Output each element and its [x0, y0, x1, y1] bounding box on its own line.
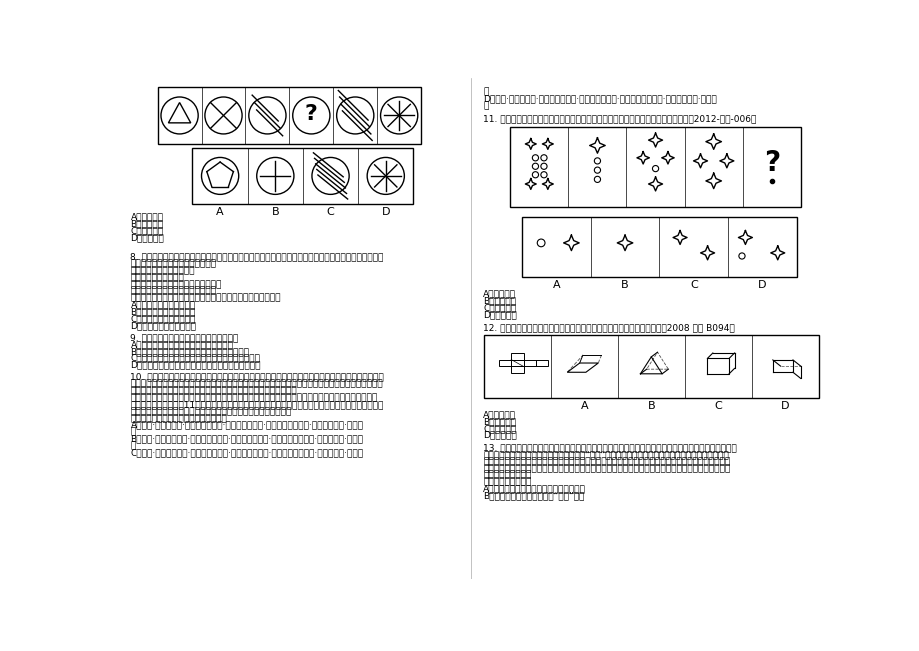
Text: 10. 公寓楼共有三层，每层仅一套公寓。最先搞进来的沃伦夫妇住进了顶层，莫顿夫妇和刘易斯夫妇则分: 10. 公寓楼共有三层，每层仅一套公寓。最先搞进来的沃伦夫妇住进了顶层，莫顿夫妇… [130, 372, 384, 381]
Text: A: A [580, 401, 587, 411]
Bar [511, 367, 523, 374]
Bar [523, 359, 536, 367]
Text: C、如图所示: C、如图所示 [130, 226, 164, 235]
Bar [511, 353, 523, 359]
Text: ?: ? [763, 149, 779, 177]
Text: D、如图所示: D、如图所示 [482, 310, 516, 319]
Bar [157, 87, 421, 145]
Text: B、如图所示: B、如图所示 [482, 296, 516, 305]
Text: B、古人一般一日两餐，早饭叫朝食，晚饭叫馒食: B、古人一般一日两餐，早饭叫朝食，晚饭叫馒食 [130, 347, 249, 356]
Text: 歌迷们认识和了解。: 歌迷们认识和了解。 [482, 471, 531, 480]
Text: 日礼物是谁准备的四人有如下说法：: 日礼物是谁准备的四人有如下说法： [130, 259, 216, 268]
Text: A、唱片和专辑对于年轻歌迷来说非常陌生: A、唱片和专辑对于年轻歌迷来说非常陌生 [482, 485, 585, 493]
Text: 这段文字主要介绍：: 这段文字主要介绍： [482, 478, 531, 487]
Text: D、如图所示: D、如图所示 [482, 431, 516, 440]
Text: B: B [271, 207, 278, 217]
Bar [521, 217, 796, 277]
Text: 妇: 妇 [482, 87, 488, 96]
Text: 妈妈说：不是我准备的: 妈妈说：不是我准备的 [130, 273, 184, 282]
Text: 已知四人中有两人说的真话，两人说的是假话。由此可以推出：: 已知四人中有两人说的真话，两人说的是假话。由此可以推出： [130, 294, 280, 303]
Text: 13. 近年来，以经典重生为主线的怀旧音乐综艺攀堆竞相，让很多人在歌声中回忆往昔，也让部分年轻观: 13. 近年来，以经典重生为主线的怀旧音乐综艺攀堆竞相，让很多人在歌声中回忆往昔… [482, 443, 736, 452]
Text: B: B [620, 280, 629, 290]
Text: D: D [757, 280, 766, 290]
Text: B、怀旧音乐综艺进入听歌的“考古”岁月: B、怀旧音乐综艺进入听歌的“考古”岁月 [482, 492, 584, 501]
Text: B: B [647, 401, 654, 411]
Bar [511, 359, 523, 367]
Text: B、罗杰·沃伦和凯瑟琳·沃伦夫妇、帕西·刘易斯和多丽丝·刘易斯夫妇、吉姆·莫顿和诺玛·莫顿夫: B、罗杰·沃伦和凯瑟琳·沃伦夫妇、帕西·刘易斯和多丽丝·刘易斯夫妇、吉姆·莫顿和… [130, 435, 363, 443]
Text: C、古人很讲究座次，在室内以坐西向东的位置为最尊: C、古人很讲究座次，在室内以坐西向东的位置为最尊 [130, 353, 260, 363]
Text: 8. 某家有爸爸、妈妈、哥哥和妹妹四口人，一天家里突然出现了一份为奶奶准备的神秘生日礼物，对于生: 8. 某家有爸爸、妈妈、哥哥和妹妹四口人，一天家里突然出现了一份为奶奶准备的神秘… [130, 252, 383, 261]
Text: D、哥哥和妹妹说的是真话: D、哥哥和妹妹说的是真话 [130, 322, 197, 331]
Text: 根据以上条件，三对夫妇的姓名应该是：: 根据以上条件，三对夫妇的姓名应该是： [130, 414, 227, 423]
Text: C: C [714, 401, 721, 411]
Text: 众初听老歌时悔为天人，从此进入到崭新的“考古”岁月。如今的年轻人成长在网络时代，在海量歌单的: 众初听老歌时悔为天人，从此进入到崭新的“考古”岁月。如今的年轻人成长在网络时代，… [482, 450, 728, 459]
Text: A: A [551, 280, 560, 290]
Text: 妇: 妇 [130, 428, 136, 437]
Bar [498, 359, 511, 367]
Text: C、哥哥和妈妈说的是真话: C、哥哥和妈妈说的是真话 [130, 314, 196, 324]
Text: 妇: 妇 [130, 441, 136, 450]
Text: 别住进了下面两层。莫顿夫妇感到非常满意，他们没有什么怨言。事实上，整幢楼里唯一有意见的是帕西，: 别住进了下面两层。莫顿夫妇感到非常满意，他们没有什么怨言。事实上，整幢楼里唯一有… [130, 379, 382, 388]
Text: C、如图所示: C、如图所示 [482, 303, 516, 312]
Text: 12. 左边给定的是六面体的外表面展开图，右边哪一项能由它折叠而成？【2008 江苏 B094】: 12. 左边给定的是六面体的外表面展开图，右边哪一项能由它折叠而成？【2008 … [482, 323, 734, 332]
Text: 人开始追寻上世纪八九十年代甚至更早的歌曲。这几年，经典的滚石、宝丽金时代的老歌，越来越被年轻: 人开始追寻上世纪八九十年代甚至更早的歌曲。这几年，经典的滚石、宝丽金时代的老歌，… [482, 464, 730, 473]
Bar [510, 127, 800, 208]
Text: D、罗杰·沃伦和诺玛·沃伦夫妇、帕西·刘易斯和多丽丝·刘易斯夫妇、吉姆·莫顿和凯瑟琳·莫顿夫: D、罗杰·沃伦和诺玛·沃伦夫妇、帕西·刘易斯和多丽丝·刘易斯夫妇、吉姆·莫顿和凯… [482, 94, 716, 104]
Text: 妇: 妇 [482, 101, 488, 110]
Bar [536, 359, 548, 367]
Text: D、古人走路根据速度由慢到快依次为行、步、走、足: D、古人走路根据速度由慢到快依次为行、步、走、足 [130, 361, 261, 370]
Text: A、在古代，衣一般指上衣，裳一般指裙子: A、在古代，衣一般指上衣，裳一般指裙子 [130, 340, 233, 349]
Text: C、罗杰·沃伦和多丽丝·沃伦夫妇、吉姆·刘易斯和凯瑟琳·刘易斯夫妇、帕西·莫顿和诺玛·莫顿夫: C、罗杰·沃伦和多丽丝·沃伦夫妇、吉姆·刘易斯和凯瑟琳·刘易斯夫妇、帕西·莫顿和… [130, 449, 363, 458]
Text: 因为每当她忘了从商店买回什么东西，她总可以下楼向多丽丝家借。: 因为每当她忘了从商店买回什么东西，她总可以下楼向多丽丝家借。 [130, 407, 291, 416]
Text: D: D [780, 401, 789, 411]
Text: C: C [326, 207, 335, 217]
Text: C、如图所示: C、如图所示 [482, 424, 516, 433]
Text: D: D [381, 207, 390, 217]
Text: 一起去上班。到了上午11点，凯瑟琳总要上楼去和刘易斯夫人一起喝茶。丢三落四的诺玛觉得非常方便，: 一起去上班。到了上午11点，凯瑟琳总要上楼去和刘易斯夫人一起喝茶。丢三落四的诺玛… [130, 400, 383, 409]
Text: 9. 下列关于古代饮食起居的说法错误的是：: 9. 下列关于古代饮食起居的说法错误的是： [130, 333, 239, 342]
Text: D、如图所示: D、如图所示 [130, 233, 165, 242]
Text: B、爸爸和妹妹说的是真话: B、爸爸和妹妹说的是真话 [130, 307, 196, 316]
Text: 冲击下，对唱片和专辑已经很陌生了。此时，经典老歌通过怀旧音乐综艺重新进入大众曲库，让不少年轻: 冲击下，对唱片和专辑已经很陌生了。此时，经典老歌通过怀旧音乐综艺重新进入大众曲库… [482, 457, 730, 466]
Text: 他希望住在他楼上的那对夫妇不要过早地洗澡，因为这影响他的睡眠。: 他希望住在他楼上的那对夫妇不要过早地洗澡，因为这影响他的睡眠。 [130, 386, 297, 395]
Text: A、如图所示: A、如图所示 [482, 289, 516, 298]
Text: A、如图所示: A、如图所示 [130, 212, 164, 221]
Text: B、如图所示: B、如图所示 [130, 219, 164, 228]
Text: 哥哥说：妈妈和妹妹至少有一人没准备: 哥哥说：妈妈和妹妹至少有一人没准备 [130, 280, 221, 289]
Text: B、如图所示: B、如图所示 [482, 417, 516, 426]
Text: A、爸爸和妈妈说的是真话: A、爸爸和妈妈说的是真话 [130, 301, 196, 310]
Text: A、帕西·沃伦和诺玛·沃伦夫妇，罗杰·刘易斯和多丽丝·刘易斯夫妇，吉姆·莫顿和凯瑟琳·莫顿夫: A、帕西·沃伦和诺玛·沃伦夫妇，罗杰·刘易斯和多丽丝·刘易斯夫妇，吉姆·莫顿和凯… [130, 421, 363, 430]
Text: 爸爸说：我们四人都没准备: 爸爸说：我们四人都没准备 [130, 266, 195, 275]
Bar [483, 335, 818, 398]
Text: A: A [216, 207, 223, 217]
Bar [192, 148, 413, 204]
Text: C: C [689, 280, 697, 290]
Text: 此外，三对房客的关系一直很融洽，罗杰每天早上下楼路过吉姆的门前时，总要进去一会儿，然后两个人: 此外，三对房客的关系一直很融洽，罗杰每天早上下楼路过吉姆的门前时，总要进去一会儿… [130, 393, 378, 402]
Text: A、如图所示: A、如图所示 [482, 410, 516, 419]
Text: 妹妹说：这是我们四人中有人准备的: 妹妹说：这是我们四人中有人准备的 [130, 287, 216, 296]
Text: ?: ? [304, 104, 317, 124]
Text: 11. 从所给的四个选项中，选择最合适的一个填入问号处，使之呈现一定的规律性：【2012-江西-006】: 11. 从所给的四个选项中，选择最合适的一个填入问号处，使之呈现一定的规律性：【… [482, 115, 755, 123]
